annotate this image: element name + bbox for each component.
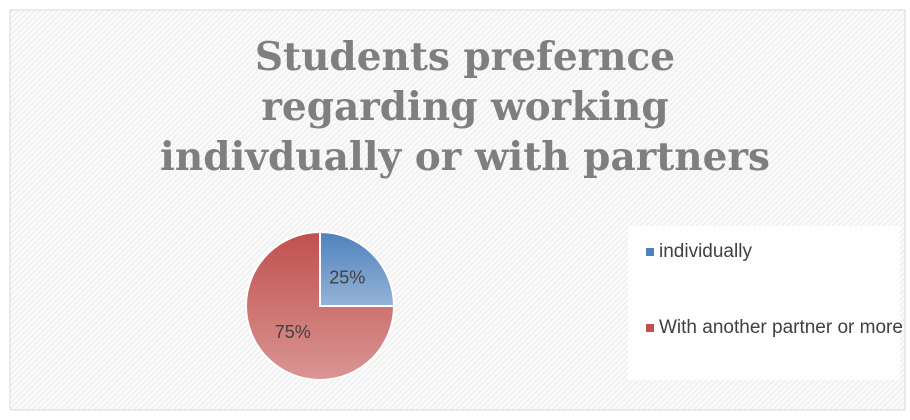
data-label: 25% (329, 268, 365, 288)
legend-entry: individually (646, 238, 909, 266)
legend: individually With another partner or more (628, 226, 903, 380)
slice-shade (320, 232, 394, 306)
chart-title: Students prefernce regarding working ind… (160, 34, 770, 180)
legend-swatch (646, 248, 654, 256)
legend-label: individually (659, 241, 752, 262)
legend-entry: With another partner or more (646, 314, 909, 342)
slice-shade (246, 232, 394, 380)
data-label: 75% (275, 322, 311, 342)
legend-label: With another partner or more (659, 317, 903, 338)
legend-swatch (646, 324, 654, 332)
